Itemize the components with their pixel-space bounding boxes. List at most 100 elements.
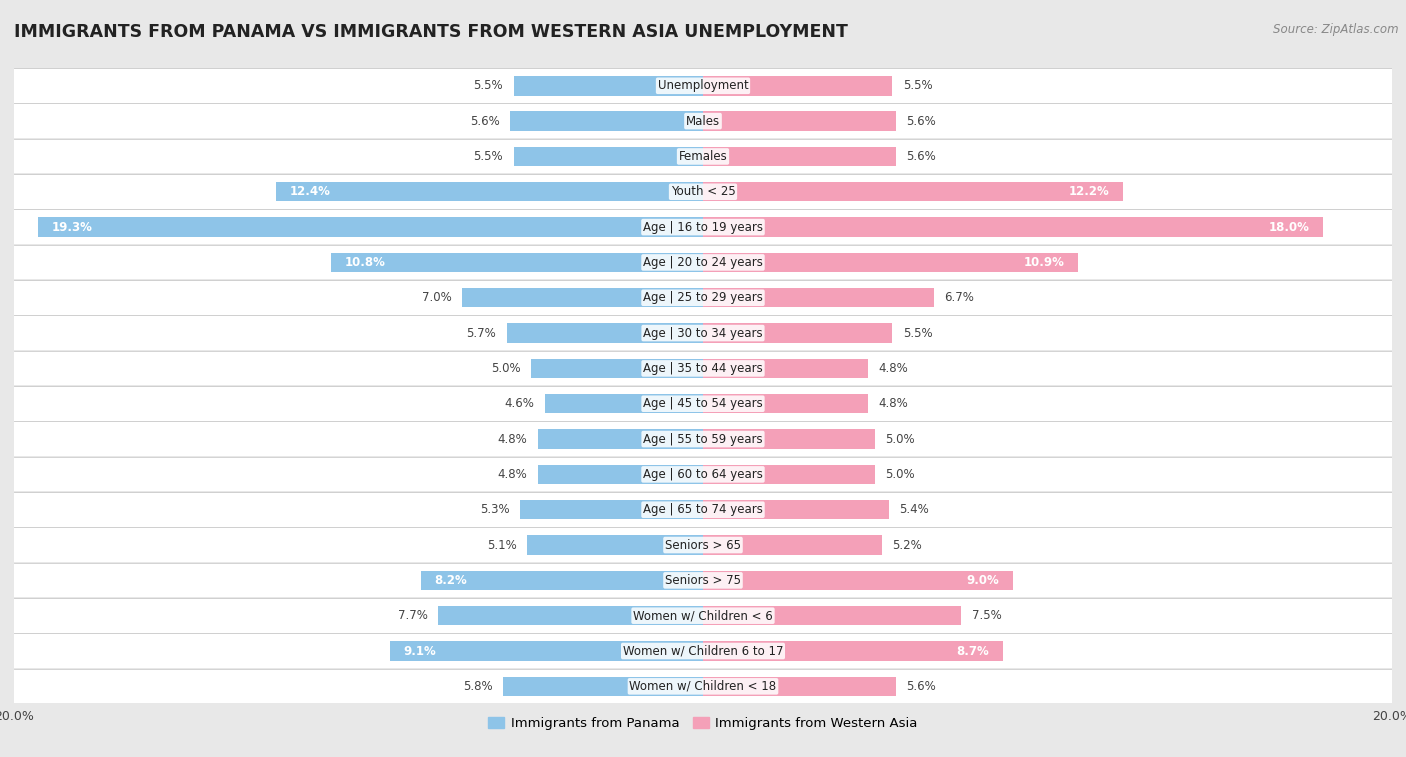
Bar [0,175,1406,209]
Bar [703,359,869,378]
Bar [0,316,1406,350]
Text: 12.2%: 12.2% [1069,185,1109,198]
Bar [703,288,934,307]
Bar [703,535,882,555]
Text: Age | 60 to 64 years: Age | 60 to 64 years [643,468,763,481]
Bar [0,139,1406,173]
Text: Age | 45 to 54 years: Age | 45 to 54 years [643,397,763,410]
Bar [531,359,703,378]
Text: Age | 55 to 59 years: Age | 55 to 59 years [643,432,763,446]
Text: 5.3%: 5.3% [481,503,510,516]
Text: 5.2%: 5.2% [893,538,922,552]
Text: Unemployment: Unemployment [658,79,748,92]
Text: 7.7%: 7.7% [398,609,427,622]
Text: Age | 65 to 74 years: Age | 65 to 74 years [643,503,763,516]
Text: Males: Males [686,114,720,128]
Text: Age | 30 to 34 years: Age | 30 to 34 years [643,326,763,340]
Bar [0,563,1406,597]
Text: 5.6%: 5.6% [907,680,936,693]
Text: 9.1%: 9.1% [404,644,436,658]
Bar [0,245,1406,279]
Text: Females: Females [679,150,727,163]
Bar [703,571,1012,590]
Bar [0,669,1406,703]
Text: 12.4%: 12.4% [290,185,330,198]
Bar [420,571,703,590]
Text: Youth < 25: Youth < 25 [671,185,735,198]
Bar [703,147,896,167]
Text: 5.4%: 5.4% [900,503,929,516]
Text: 7.0%: 7.0% [422,291,451,304]
Bar [703,465,875,484]
Bar [276,182,703,201]
Bar [0,634,1406,668]
Text: 19.3%: 19.3% [52,220,93,234]
Text: 5.6%: 5.6% [470,114,499,128]
Text: 4.6%: 4.6% [505,397,534,410]
Text: 5.5%: 5.5% [474,150,503,163]
Text: 10.8%: 10.8% [344,256,385,269]
Text: 8.2%: 8.2% [434,574,467,587]
Bar [389,641,703,661]
Legend: Immigrants from Panama, Immigrants from Western Asia: Immigrants from Panama, Immigrants from … [484,712,922,736]
Text: 9.0%: 9.0% [966,574,1000,587]
Bar [703,76,893,95]
Bar [0,422,1406,456]
Text: Women w/ Children < 6: Women w/ Children < 6 [633,609,773,622]
Text: Source: ZipAtlas.com: Source: ZipAtlas.com [1274,23,1399,36]
Bar [703,429,875,449]
Bar [0,281,1406,315]
Bar [503,677,703,696]
Text: Age | 35 to 44 years: Age | 35 to 44 years [643,362,763,375]
Bar [330,253,703,273]
Bar [0,210,1406,244]
Bar [520,500,703,519]
Bar [0,104,1406,138]
Bar [703,182,1123,201]
Bar [0,599,1406,633]
Bar [703,394,869,413]
Text: 5.0%: 5.0% [886,468,915,481]
Text: Seniors > 65: Seniors > 65 [665,538,741,552]
Text: Age | 16 to 19 years: Age | 16 to 19 years [643,220,763,234]
Text: 4.8%: 4.8% [498,432,527,446]
Bar [544,394,703,413]
Bar [38,217,703,237]
Text: 5.8%: 5.8% [463,680,494,693]
Text: 5.7%: 5.7% [467,326,496,340]
Bar [506,323,703,343]
Text: 6.7%: 6.7% [945,291,974,304]
Bar [703,606,962,625]
Text: 18.0%: 18.0% [1268,220,1309,234]
Bar [0,69,1406,103]
Bar [537,429,703,449]
Bar [0,387,1406,421]
Bar [0,528,1406,562]
Text: 4.8%: 4.8% [879,362,908,375]
Bar [437,606,703,625]
Text: Women w/ Children < 18: Women w/ Children < 18 [630,680,776,693]
Bar [703,500,889,519]
Bar [703,677,896,696]
Text: 5.6%: 5.6% [907,114,936,128]
Text: 5.0%: 5.0% [491,362,520,375]
Text: 10.9%: 10.9% [1024,256,1064,269]
Bar [513,76,703,95]
Bar [527,535,703,555]
Bar [703,253,1078,273]
Text: Women w/ Children 6 to 17: Women w/ Children 6 to 17 [623,644,783,658]
Text: 4.8%: 4.8% [498,468,527,481]
Text: 5.5%: 5.5% [903,326,932,340]
Bar [703,217,1323,237]
Bar [513,147,703,167]
Bar [0,457,1406,491]
Bar [461,288,703,307]
Bar [0,493,1406,527]
Bar [703,323,893,343]
Bar [703,111,896,131]
Text: Age | 25 to 29 years: Age | 25 to 29 years [643,291,763,304]
Text: 5.0%: 5.0% [886,432,915,446]
Bar [537,465,703,484]
Text: 5.1%: 5.1% [488,538,517,552]
Text: 5.6%: 5.6% [907,150,936,163]
